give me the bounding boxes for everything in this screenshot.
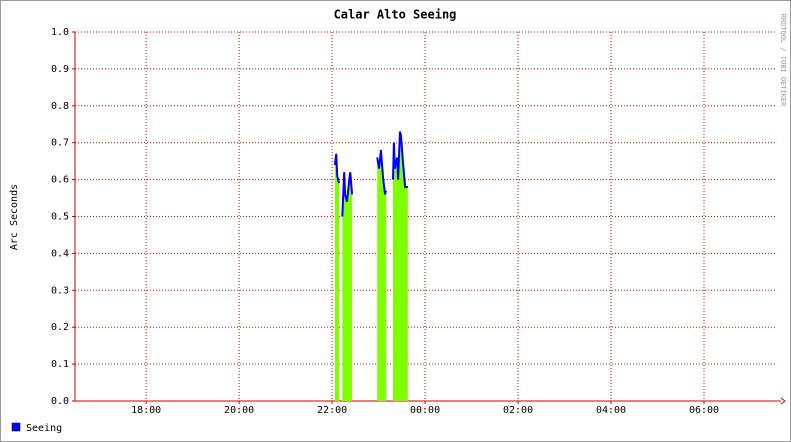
area <box>342 172 353 401</box>
y-tick-label: 0.4 <box>51 248 69 259</box>
axis-arrow <box>780 397 786 405</box>
x-tick-label: 20:00 <box>224 405 254 416</box>
x-tick-label: 06:00 <box>689 405 719 416</box>
y-tick-label: 0.0 <box>51 396 69 407</box>
legend-swatch <box>11 422 21 432</box>
x-tick-label: 02:00 <box>503 405 533 416</box>
y-tick-label: 0.2 <box>51 322 69 333</box>
legend-label: Seeing <box>26 423 62 434</box>
y-tick-label: 0.3 <box>51 285 69 296</box>
area <box>377 150 387 401</box>
y-tick-label: 0.6 <box>51 175 69 186</box>
y-tick-label: 0.8 <box>51 101 69 112</box>
y-tick-label: 0.5 <box>51 212 69 223</box>
y-tick-label: 0.9 <box>51 64 69 75</box>
chart-title: Calar Alto Seeing <box>334 8 457 22</box>
y-tick-label: 0.1 <box>51 359 69 370</box>
x-tick-label: 00:00 <box>410 405 440 416</box>
x-tick-label: 18:00 <box>131 405 161 416</box>
line <box>333 153 341 184</box>
area <box>392 131 408 401</box>
line <box>341 172 354 217</box>
y-axis-label: Arc Seconds <box>9 184 20 250</box>
plot-area: 0.0 0.1 0.2 0.3 0.4 0.5 0.6 0.7 0.8 0.9 1.0 18:00 20… <box>51 27 786 416</box>
y-tick-label: 0.7 <box>51 138 69 149</box>
x-tick-label: 04:00 <box>596 405 626 416</box>
line <box>391 131 408 188</box>
watermark: RRDTOOL / TOBI OETIKER <box>779 14 787 108</box>
line <box>376 149 387 195</box>
y-tick-label: 1.0 <box>51 27 69 38</box>
x-tick-label: 22:00 <box>317 405 347 416</box>
area <box>334 153 340 401</box>
